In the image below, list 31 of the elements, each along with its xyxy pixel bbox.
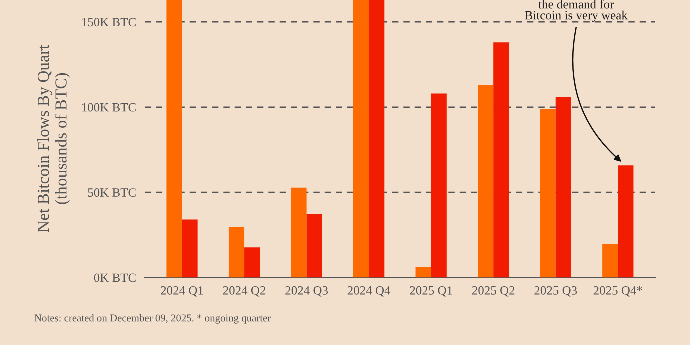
- x-tick-label: 2025 Q4*: [594, 286, 642, 297]
- bar: [494, 42, 510, 278]
- bar: [478, 85, 494, 278]
- x-tick-label: 2025 Q2: [472, 286, 515, 297]
- y-tick-label: 0K BTC: [94, 274, 136, 282]
- bar: [556, 97, 572, 278]
- bar: [354, 0, 370, 278]
- bar: [431, 94, 447, 278]
- text: Notes: created on December 09, 2025. * ongoing quarter: [34, 314, 272, 324]
- bar: [166, 0, 182, 278]
- x-tick-label: 2024 Q2: [223, 286, 266, 297]
- y-tick-label: 150K BTC: [82, 18, 136, 27]
- bar: [182, 220, 198, 278]
- y-axis-title: Net Bitcoin Flows By Quart (thousands of BTC): [37, 44, 70, 232]
- bar: [540, 109, 556, 278]
- bar: [306, 214, 322, 278]
- y-tick-label: 50K BTC: [88, 188, 136, 197]
- bar: [228, 227, 245, 278]
- bar: [602, 244, 618, 278]
- bar: [291, 188, 307, 278]
- x-tick-label: 2025 Q3: [534, 286, 578, 297]
- annotation: the demand for Bitcoin is very weak: [525, 0, 628, 22]
- bar: [244, 248, 260, 278]
- x-tick-label: 2024 Q4: [348, 286, 391, 297]
- x-tick-label: 2024 Q3: [286, 286, 328, 297]
- y-tick-label: 100K BTC: [82, 103, 136, 112]
- bar: [369, 0, 385, 278]
- bar: [618, 166, 634, 278]
- bar: [416, 267, 432, 278]
- x-tick-label: 2025 Q1: [410, 286, 452, 297]
- x-tick-label: 2024 Q1: [161, 286, 204, 297]
